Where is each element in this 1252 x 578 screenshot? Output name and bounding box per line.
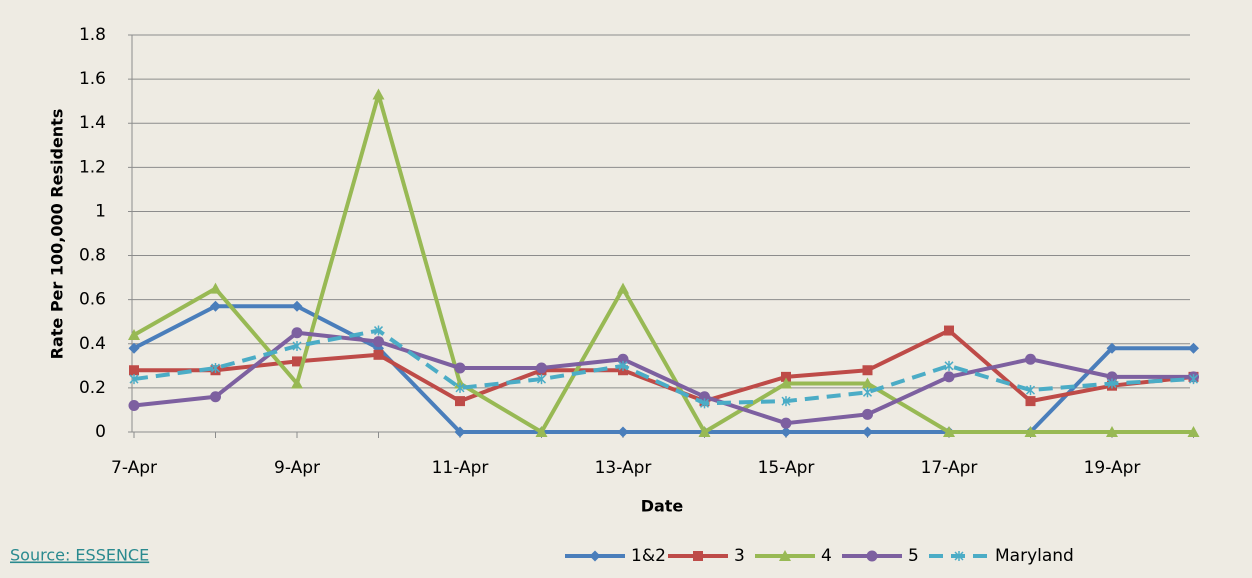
marker — [1025, 396, 1036, 407]
marker — [862, 365, 873, 376]
series-line — [133, 328, 1194, 406]
marker — [373, 325, 384, 336]
marker — [1106, 426, 1118, 437]
series-line — [133, 304, 1194, 434]
marker — [861, 377, 874, 389]
marker — [1025, 385, 1036, 396]
marker — [536, 374, 547, 385]
y-tick-label: 1.8 — [79, 25, 106, 45]
legend-marker — [779, 550, 791, 561]
marker — [944, 360, 954, 371]
source-link[interactable]: Source: ESSENCE — [10, 546, 149, 565]
marker — [535, 426, 548, 437]
marker — [1187, 426, 1200, 437]
legend-label: 4 — [821, 546, 832, 566]
marker — [1107, 378, 1117, 389]
marker — [291, 377, 303, 389]
marker — [781, 396, 791, 407]
y-tick-label: 1.4 — [79, 113, 106, 133]
marker — [292, 356, 302, 367]
marker — [617, 353, 629, 365]
legend-marker — [693, 551, 703, 561]
marker — [1106, 371, 1118, 383]
y-tick-label: 0.2 — [79, 378, 106, 398]
marker — [617, 426, 629, 438]
marker — [1188, 342, 1199, 354]
y-tick-label: 0.4 — [79, 334, 106, 354]
legend-marker — [589, 550, 601, 562]
y-tick-label: 1.6 — [79, 69, 106, 89]
marker — [372, 88, 385, 100]
marker — [209, 282, 222, 294]
marker — [699, 398, 710, 409]
marker — [210, 300, 221, 312]
marker — [618, 360, 628, 371]
y-tick-label: 0 — [95, 422, 106, 442]
y-tick-label: 0.6 — [79, 290, 106, 310]
x-tick-label: 15-Apr — [758, 458, 815, 478]
marker — [699, 391, 710, 403]
marker — [943, 371, 955, 383]
marker — [128, 342, 140, 354]
marker — [536, 362, 547, 374]
marker — [455, 396, 465, 407]
series-line — [133, 92, 1194, 434]
y-tick-label: 1.2 — [79, 157, 106, 177]
y-axis-label: Rate Per 100,000 Residents — [48, 109, 67, 360]
x-tick-label: 7-Apr — [111, 458, 157, 478]
marker — [291, 327, 303, 339]
legend-label: 1&2 — [631, 546, 666, 566]
marker — [210, 363, 221, 374]
x-axis-label: Date — [641, 497, 684, 516]
marker — [943, 426, 955, 437]
marker — [1025, 353, 1036, 365]
marker — [1106, 342, 1118, 354]
marker — [862, 408, 873, 420]
marker — [128, 328, 140, 340]
marker — [455, 382, 465, 393]
marker — [454, 426, 466, 438]
marker — [1188, 374, 1199, 385]
x-tick-label: 11-Apr — [432, 458, 489, 478]
marker — [128, 400, 140, 412]
marker — [373, 336, 384, 348]
marker — [698, 426, 711, 437]
marker — [780, 417, 792, 429]
x-tick-label: 13-Apr — [595, 458, 652, 478]
legend-label: Maryland — [995, 546, 1074, 566]
marker — [292, 340, 302, 351]
marker — [1024, 426, 1037, 437]
marker — [862, 426, 873, 438]
marker — [781, 371, 791, 382]
marker — [373, 349, 384, 360]
marker — [291, 300, 303, 312]
marker — [454, 362, 466, 374]
legend-marker — [866, 550, 878, 562]
marker — [210, 391, 221, 403]
marker — [780, 426, 792, 438]
legend-label: 5 — [908, 546, 919, 566]
legend-marker — [954, 551, 964, 561]
x-tick-label: 19-Apr — [1084, 458, 1141, 478]
marker — [129, 374, 139, 385]
x-tick-label: 9-Apr — [274, 458, 320, 478]
x-tick-label: 17-Apr — [921, 458, 978, 478]
marker — [780, 377, 792, 389]
series-line — [133, 330, 1194, 426]
marker — [617, 282, 629, 294]
legend-label: 3 — [734, 546, 745, 566]
marker — [944, 325, 954, 336]
marker — [862, 387, 873, 398]
marker — [129, 365, 139, 376]
y-tick-label: 1 — [95, 201, 106, 221]
y-tick-label: 0.8 — [79, 246, 106, 266]
